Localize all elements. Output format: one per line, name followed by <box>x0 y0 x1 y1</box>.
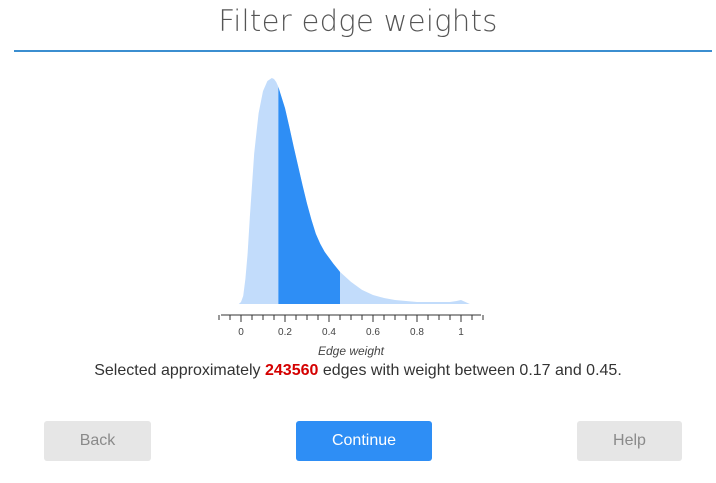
range-high: 0.45 <box>586 362 618 379</box>
tick-label: 0 <box>238 327 244 338</box>
x-axis-ticks <box>218 315 484 322</box>
summary-prefix: Selected approximately <box>94 362 261 379</box>
x-axis-tick-labels: 0 0.2 0.4 0.6 0.8 1 <box>238 327 464 338</box>
tick-label: 1 <box>458 327 464 338</box>
summary-middle: edges with weight between <box>322 362 515 379</box>
summary-suffix: . <box>617 362 622 379</box>
continue-button[interactable]: Continue <box>296 421 432 461</box>
title-divider <box>14 50 712 52</box>
edge-weight-histogram[interactable]: 0 0.2 0.4 0.6 0.8 1 Edge weight <box>0 0 716 360</box>
tick-label: 0.2 <box>278 327 292 338</box>
tick-label: 0.8 <box>410 327 424 338</box>
edge-count: 243560 <box>265 362 319 379</box>
back-button[interactable]: Back <box>44 421 151 461</box>
summary-and: and <box>555 362 582 379</box>
help-button[interactable]: Help <box>577 421 682 461</box>
selection-summary: Selected approximately 243560 edges with… <box>0 362 716 380</box>
distribution-area-selected[interactable] <box>278 87 340 304</box>
tick-label: 0.4 <box>322 327 336 338</box>
distribution-area-full <box>238 78 470 304</box>
range-low: 0.17 <box>519 362 551 379</box>
x-axis-label: Edge weight <box>318 344 385 358</box>
page-title: Filter edge weights <box>218 4 498 38</box>
tick-label: 0.6 <box>366 327 380 338</box>
